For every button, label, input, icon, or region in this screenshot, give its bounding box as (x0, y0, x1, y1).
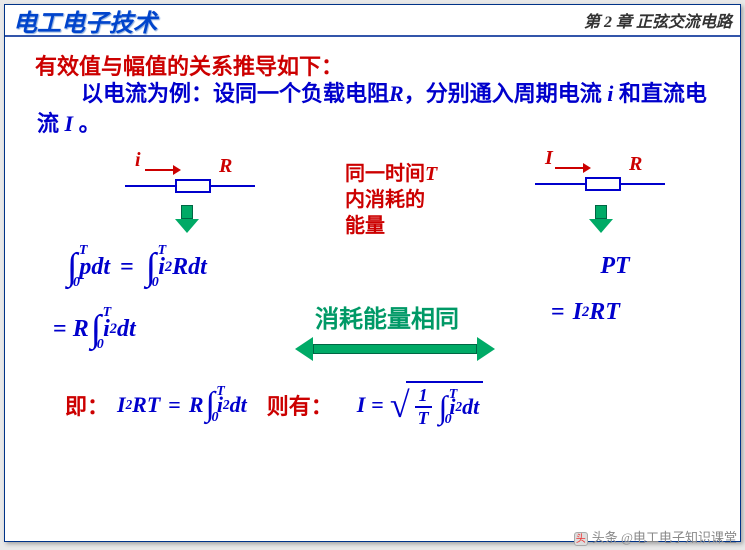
eq-R: R (73, 316, 89, 343)
header-title: 电工电子技术 (13, 3, 584, 38)
integral-sign: ∫T0 (91, 307, 101, 351)
intro-text: 以电流为例：设同一个负载电阻 (37, 81, 389, 106)
eq-I: I (357, 392, 366, 418)
fraction: 1 T (414, 385, 433, 429)
frac-num: 1 (415, 385, 432, 408)
eq-text: RT (132, 392, 160, 418)
equals: = (120, 254, 134, 281)
circuit-ac: i R (125, 157, 255, 207)
header-chapter: 第 2 章 正弦交流电路 (584, 8, 732, 32)
eq-R: R (189, 392, 204, 418)
intro-text: 。 (73, 111, 101, 136)
mid-l1: 同一时间 (345, 163, 425, 185)
double-arrow-icon (295, 337, 495, 361)
sq: 2 (110, 321, 117, 338)
integral-sign: ∫T0 (439, 389, 448, 426)
current-label-I: I (545, 147, 553, 170)
equals: = (53, 316, 67, 343)
current-label-i: i (135, 149, 141, 172)
energy-equal-label: 消耗能量相同 (315, 299, 459, 334)
intro-line2: 以电流为例：设同一个负载电阻R，分别通入周期电流 i 和直流电流 I 。 (37, 79, 707, 138)
var-I: I (65, 111, 74, 136)
eq-text: dt (230, 392, 247, 418)
resistor-label: R (219, 155, 232, 178)
sq: 2 (165, 259, 172, 276)
eq-text: I (573, 299, 582, 326)
label-ji: 即： (65, 389, 109, 421)
equation-equality: I2RT = R ∫T0 i2dt (117, 386, 247, 424)
down-arrow-icon (175, 205, 199, 233)
circuit-dc: I R (535, 155, 665, 205)
eq-text: I (117, 392, 126, 418)
integral-sign: ∫T0 (67, 245, 77, 289)
integral-sign: ∫T0 (146, 245, 156, 289)
eq-text: dt (462, 394, 479, 420)
integral-sign: ∫T0 (206, 386, 215, 424)
down-arrow-icon (589, 205, 613, 233)
slide-page: 电工电子技术 第 2 章 正弦交流电路 有效值与幅值的关系推导如下： 以电流为例… (4, 4, 741, 542)
equation-PT: PT (565, 253, 665, 280)
var-T: T (425, 163, 437, 185)
intro-text: ，分别通入周期电流 (404, 81, 608, 106)
eq-text: RT (589, 299, 620, 326)
eq-text: Rdt (172, 254, 207, 281)
mid-l3: 能量 (345, 215, 385, 237)
mid-text: 同一时间T 内消耗的 能量 (345, 161, 485, 239)
watermark: 头头条 @电工电子知识课堂 (574, 527, 737, 546)
eq-text: dt (117, 316, 136, 343)
equation-rms-result: I = √ 1 T ∫T0 i2dt (357, 381, 483, 429)
current-arrow (555, 167, 585, 169)
frac-den: T (414, 408, 433, 429)
resistor-box (175, 179, 211, 193)
watermark-icon: 头 (574, 532, 588, 546)
equation-integral-pdt: ∫T0 pdt = ∫T0 i2Rdt (65, 245, 207, 289)
header-bar: 电工电子技术 第 2 章 正弦交流电路 (5, 5, 740, 37)
resistor-label: R (629, 153, 642, 176)
var-R: R (389, 81, 404, 106)
conclusion-row: 即： I2RT = R ∫T0 i2dt 则有： I = √ 1 T (65, 381, 725, 429)
mid-l2: 内消耗的 (345, 189, 425, 211)
slide-content: 有效值与幅值的关系推导如下： 以电流为例：设同一个负载电阻R，分别通入周期电流 … (5, 37, 740, 539)
equals: = (168, 392, 181, 418)
watermark-text: 头条 @电工电子知识课堂 (592, 530, 737, 545)
sqrt-body: 1 T ∫T0 i2dt (406, 381, 484, 429)
intro-line1: 有效值与幅值的关系推导如下： (35, 49, 343, 81)
current-arrow (145, 169, 175, 171)
label-zeyou: 则有： (267, 389, 333, 421)
equals: = (551, 299, 565, 326)
equation-I2RT: = I2RT (551, 299, 620, 326)
equals: = (371, 392, 384, 418)
resistor-box (585, 177, 621, 191)
sqrt: √ 1 T ∫T0 i2dt (390, 381, 483, 429)
equation-R-integral: = R ∫T0 i2dt (53, 307, 136, 351)
